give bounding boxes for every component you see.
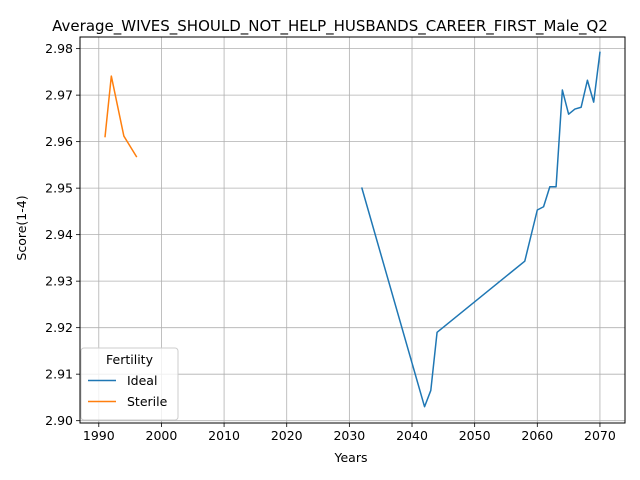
x-tick-label: 2050 — [459, 428, 491, 443]
y-tick-label: 2.90 — [45, 413, 73, 428]
legend-entry-ideal: Ideal — [127, 373, 157, 388]
x-axis-label: Years — [334, 450, 368, 465]
series-line-sterile — [104, 75, 138, 158]
x-tick-label: 2040 — [396, 428, 428, 443]
y-tick-label: 2.96 — [45, 134, 73, 149]
x-tick-label: 2070 — [584, 428, 616, 443]
y-tick-label: 2.92 — [45, 320, 73, 335]
y-tick-label: 2.95 — [45, 181, 73, 196]
axis-ticks: 1990 2000 2010 2020 2030 2040 2050 2060 2070 2.90… — [45, 41, 616, 443]
legend: Fertility Ideal Sterile — [80, 347, 179, 421]
y-axis-label: Score(1-4) — [14, 195, 29, 260]
x-tick-label: 2000 — [146, 428, 178, 443]
legend-title: Fertility — [106, 352, 154, 367]
y-tick-label: 2.94 — [45, 227, 73, 242]
y-tick-label: 2.97 — [45, 88, 73, 103]
y-tick-label: 2.98 — [45, 41, 73, 56]
x-tick-label: 2010 — [208, 428, 240, 443]
legend-entry-sterile: Sterile — [127, 394, 168, 409]
chart-title: Average_WIVES_SHOULD_NOT_HELP_HUSBANDS_C… — [52, 17, 608, 36]
plot-frame — [79, 36, 626, 424]
grid — [80, 37, 625, 423]
series-line-ideal — [360, 51, 601, 408]
y-tick-label: 2.93 — [45, 274, 73, 289]
x-tick-label: 1990 — [83, 428, 115, 443]
x-tick-label: 2060 — [521, 428, 553, 443]
x-tick-label: 2020 — [271, 428, 303, 443]
series-lines — [104, 51, 601, 408]
y-tick-label: 2.91 — [45, 367, 73, 382]
x-tick-label: 2030 — [333, 428, 365, 443]
